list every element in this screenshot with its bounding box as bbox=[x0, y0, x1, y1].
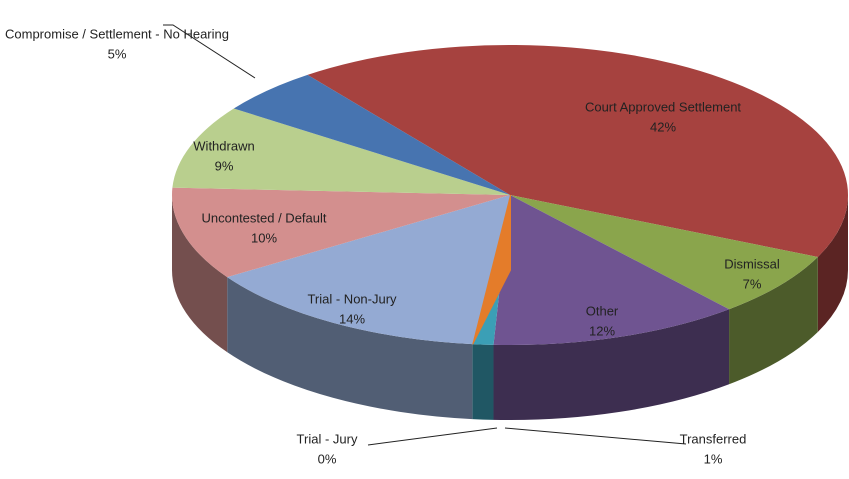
slice-value-label: 0% bbox=[318, 451, 337, 466]
slice-value-label: 1% bbox=[704, 451, 723, 466]
slice-value-label: 42% bbox=[650, 119, 676, 134]
slice-label: Transferred bbox=[680, 431, 747, 446]
slice-side bbox=[172, 195, 228, 353]
slice-label: Uncontested / Default bbox=[201, 210, 326, 225]
slice-label: Trial - Non-Jury bbox=[307, 291, 397, 306]
slice-side bbox=[227, 277, 473, 420]
slice-value-label: 7% bbox=[743, 276, 762, 291]
slice bbox=[307, 45, 849, 257]
slice-side bbox=[493, 309, 730, 421]
slice bbox=[227, 195, 511, 345]
slice-value-label: 12% bbox=[589, 323, 615, 338]
slice-value-label: 5% bbox=[108, 46, 127, 61]
leader-line bbox=[504, 427, 687, 445]
slice-label: Court Approved Settlement bbox=[585, 99, 741, 114]
slice bbox=[493, 195, 730, 345]
slice-label: Dismissal bbox=[724, 256, 780, 271]
slice-label: Withdrawn bbox=[193, 138, 254, 153]
slice-label: Compromise / Settlement - No Hearing bbox=[5, 26, 229, 41]
slice bbox=[510, 195, 818, 310]
slice-value-label: 10% bbox=[251, 230, 277, 245]
slice-value-label: 14% bbox=[339, 311, 365, 326]
slice bbox=[233, 74, 510, 195]
slice bbox=[172, 108, 511, 195]
slice-label: Other bbox=[586, 303, 619, 318]
slice-side bbox=[472, 344, 494, 420]
slice-value-label: 9% bbox=[215, 158, 234, 173]
leader-line bbox=[367, 427, 498, 446]
slice-side bbox=[729, 256, 818, 385]
slice-label: Trial - Jury bbox=[297, 431, 358, 446]
slice-side bbox=[817, 195, 849, 332]
slice bbox=[172, 187, 510, 278]
leader-line bbox=[163, 24, 256, 79]
